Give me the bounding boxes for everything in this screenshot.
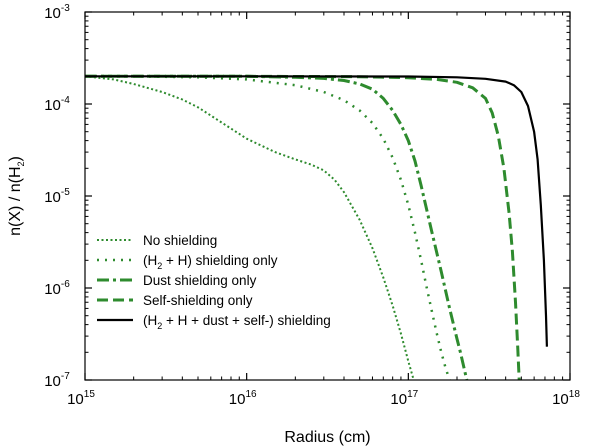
legend-label-text: No shielding — [143, 233, 217, 248]
y-axis-title-main: n(X) / n(H — [7, 167, 24, 236]
y-tick-base: 10 — [44, 5, 61, 22]
y-tick-exponent: -5 — [61, 187, 70, 198]
x-tick-base: 10 — [67, 391, 84, 408]
x-tick-label: 1015 — [67, 389, 95, 408]
legend-label-text: + H + dust + self-) shielding — [162, 313, 330, 328]
legend-label-text: + H) shielding only — [162, 253, 277, 268]
legend-item: (H2 + H) shielding only — [97, 253, 278, 271]
series-layer — [85, 74, 548, 380]
legend-label-text: (H — [143, 313, 157, 328]
legend-item: Dust shielding only — [97, 273, 257, 288]
series-line-2 — [85, 75, 451, 380]
y-tick-label: 10-3 — [44, 3, 70, 22]
series-line-1 — [85, 75, 415, 380]
legend-label: (H2 + H) shielding only — [143, 253, 278, 271]
legend: No shielding(H2 + H) shielding onlyDust … — [97, 233, 331, 331]
y-tick-exponent: -4 — [61, 95, 70, 106]
legend-label-text: Dust shielding only — [143, 273, 257, 288]
y-tick-exponent: -6 — [61, 279, 70, 290]
y-tick-base: 10 — [44, 281, 61, 298]
legend-label-text: (H — [143, 253, 157, 268]
legend-item: No shielding — [97, 233, 217, 248]
x-tick-base: 10 — [552, 391, 569, 408]
y-tick-exponent: -7 — [61, 371, 70, 382]
y-tick-base: 10 — [44, 373, 61, 390]
ticks-layer — [84, 11, 571, 381]
series-line-5 — [85, 75, 548, 347]
y-tick-label: 10-4 — [44, 95, 70, 114]
x-axis-title: Radius (cm) — [284, 429, 370, 446]
x-tick-label: 1016 — [229, 389, 257, 408]
x-tick-exponent: 16 — [245, 389, 257, 400]
x-tick-label: 1017 — [390, 389, 418, 408]
x-tick-exponent: 17 — [407, 389, 419, 400]
y-tick-label: 10-6 — [44, 279, 70, 298]
y-axis-title-close: ) — [7, 156, 24, 161]
y-tick-label: 10-5 — [44, 187, 70, 206]
y-tick-exponent: -3 — [61, 3, 70, 14]
legend-label: No shielding — [143, 233, 217, 248]
legend-label-text: Self-shielding only — [143, 293, 253, 308]
legend-label-subscript: 2 — [157, 321, 162, 331]
x-tick-exponent: 18 — [569, 389, 581, 400]
x-tick-exponent: 15 — [84, 389, 96, 400]
legend-label: Self-shielding only — [143, 293, 253, 308]
legend-label-subscript: 2 — [157, 261, 162, 271]
y-axis-title-subscript: 2 — [16, 161, 26, 166]
x-tick-base: 10 — [229, 391, 246, 408]
legend-label: (H2 + H + dust + self-) shielding — [143, 313, 331, 331]
y-axis-title: n(X) / n(H2) — [7, 156, 26, 236]
y-tick-base: 10 — [44, 189, 61, 206]
legend-item: Self-shielding only — [97, 293, 253, 308]
x-tick-label: 1018 — [552, 389, 580, 408]
legend-item: (H2 + H + dust + self-) shielding — [97, 313, 331, 331]
y-tick-base: 10 — [44, 97, 61, 114]
y-tick-label: 10-7 — [44, 371, 70, 390]
legend-label: Dust shielding only — [143, 273, 257, 288]
x-tick-base: 10 — [390, 391, 407, 408]
